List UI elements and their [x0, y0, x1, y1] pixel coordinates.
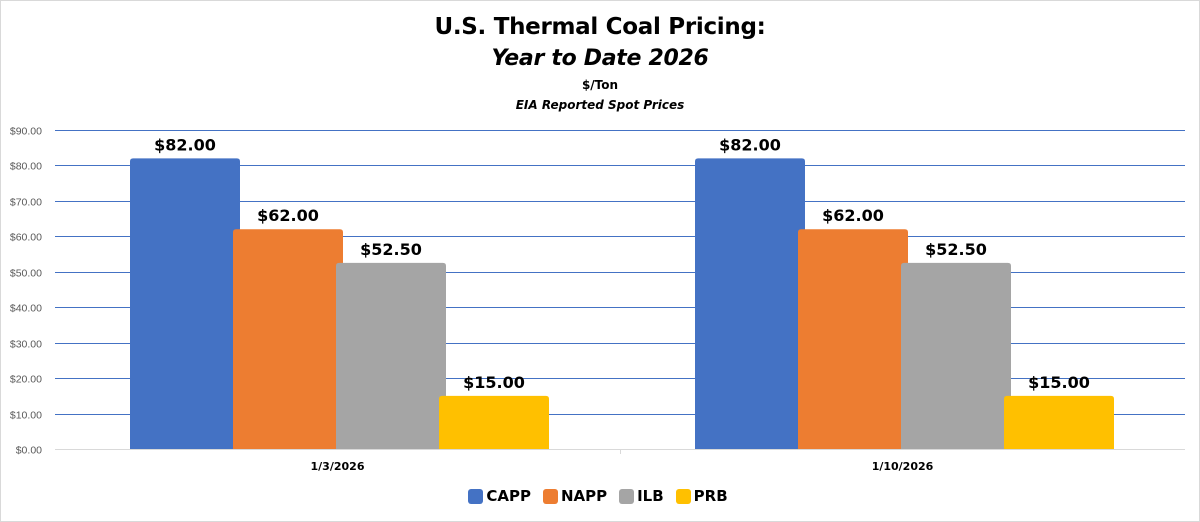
data-label: $62.00 [822, 206, 884, 225]
data-label: $15.00 [463, 373, 525, 392]
y-tick-label: $20.00 [10, 374, 42, 386]
legend-swatch [619, 488, 635, 504]
y-tick-label: $70.00 [10, 197, 42, 209]
y-tick-label: $90.00 [10, 126, 42, 138]
legend-swatch [675, 488, 691, 504]
bar-capp [695, 158, 805, 449]
y-tick-label: $40.00 [10, 303, 42, 315]
legend-item-capp: CAPP [468, 487, 531, 505]
legend-label: ILB [637, 487, 664, 505]
bar-prb [439, 395, 549, 449]
y-tick-label: $60.00 [10, 232, 42, 244]
bar-prb [1004, 395, 1114, 449]
bars [130, 158, 1114, 449]
y-axis: $0.00 $10.00 $20.00 $30.00 $40.00 $50.00 $60.0… [10, 126, 42, 457]
bar-napp [798, 229, 908, 449]
x-tick-label: 1/10/2026 [872, 460, 934, 473]
data-label: $52.50 [925, 240, 987, 259]
data-labels: $82.00 $62.00 $52.50 $15.00 $82.00 $62.00 $52.… [154, 135, 1090, 391]
data-label: $82.00 [719, 135, 781, 154]
bar-capp [130, 158, 240, 449]
y-tick-label: $10.00 [10, 410, 42, 422]
bar-napp [233, 229, 343, 449]
bar-ilb [336, 262, 446, 449]
legend: CAPP NAPP ILB PRB [0, 487, 1200, 505]
y-tick-label: $30.00 [10, 339, 42, 351]
legend-label: CAPP [486, 487, 531, 505]
legend-label: NAPP [560, 487, 608, 505]
unit-label: $/Ton [581, 78, 619, 92]
x-axis: 1/3/2026 1/10/2026 [55, 449, 1185, 473]
source-note: EIA Reported Spot Prices [515, 98, 685, 112]
legend-item-ilb: ILB [619, 487, 664, 505]
legend-swatch [468, 488, 484, 504]
y-tick-label: $50.00 [10, 268, 42, 280]
data-label: $62.00 [257, 206, 319, 225]
y-tick-label: $80.00 [10, 161, 42, 173]
data-label: $15.00 [1028, 373, 1090, 392]
legend-swatch [542, 488, 558, 504]
legend-item-napp: NAPP [542, 487, 608, 505]
x-tick-label: 1/3/2026 [311, 460, 365, 473]
bar-ilb [901, 262, 1011, 449]
legend-label: PRB [693, 487, 728, 505]
chart-subtitle: Year to Date 2026 [491, 46, 709, 71]
data-label: $82.00 [154, 135, 216, 154]
data-label: $52.50 [360, 240, 422, 259]
y-tick-label: $0.00 [16, 445, 42, 457]
legend-item-prb: PRB [675, 487, 728, 505]
chart-title: U.S. Thermal Coal Pricing: [434, 14, 766, 40]
